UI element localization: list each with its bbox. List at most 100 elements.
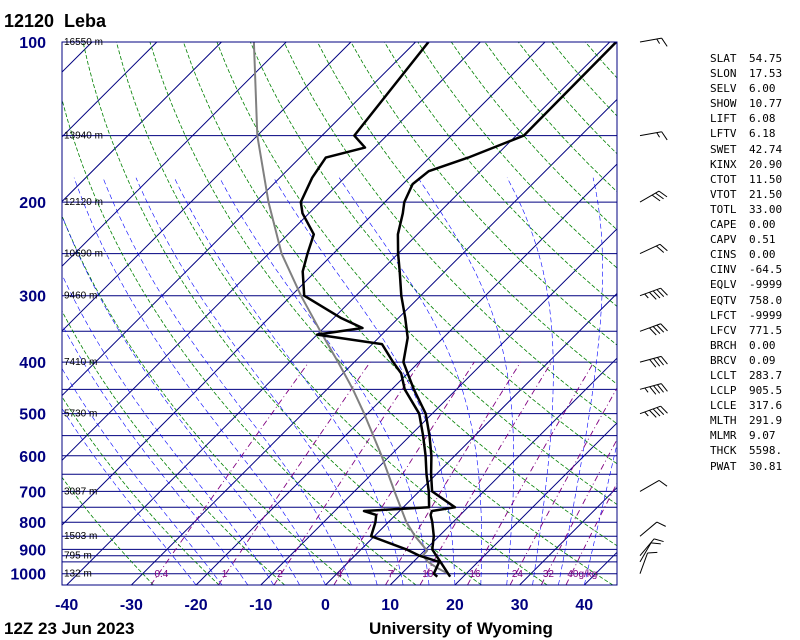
index-key: CINS [710, 248, 737, 262]
index-value: -9999 [749, 308, 783, 322]
index-row: SLON 17.53 [710, 66, 782, 81]
index-key: SLAT [710, 52, 737, 65]
index-key: SHOW [710, 97, 737, 111]
index-key: CTOT [710, 172, 737, 186]
index-key: THCK [710, 444, 737, 458]
dry-adiabat [786, 42, 800, 585]
wind-barb [639, 131, 668, 141]
wind-barb-full [660, 356, 668, 365]
wind-barb [639, 355, 668, 368]
index-value: -9999 [749, 278, 783, 292]
data-source: University of Wyoming [369, 619, 553, 638]
wind-barb [639, 287, 668, 300]
wind-barb-full [655, 245, 665, 253]
pressure-tick-label: 900 [19, 542, 46, 559]
dry-adiabat [62, 396, 220, 585]
wind-barb [639, 405, 668, 418]
wind-barb-full [655, 192, 664, 200]
wind-barb-half [656, 38, 661, 44]
index-row: LIFT 6.08 [710, 111, 782, 126]
mixing-ratio-line [565, 482, 617, 585]
mixing-ratio-line [333, 361, 475, 585]
wind-barb [639, 521, 666, 537]
index-key: LCLE [710, 399, 737, 413]
index-key: PWAT [710, 459, 737, 473]
temperature-tick-label: -30 [120, 597, 143, 614]
isotherm [66, 42, 611, 585]
isotherm [62, 42, 93, 73]
mixing-ratio-line [273, 361, 421, 585]
height-label: 1503 m [64, 531, 97, 542]
dry-adiabat [350, 42, 617, 346]
wind-barb-staff [639, 479, 660, 492]
isotherm [62, 42, 416, 397]
isotherm [325, 292, 617, 585]
wind-barb-staff [639, 243, 661, 255]
wind-barb-full [658, 190, 668, 198]
index-value: 10.77 [749, 97, 783, 111]
index-value: 21.50 [749, 187, 783, 201]
index-row: BRCH 0.00 [710, 338, 782, 353]
wind-barb-full [649, 409, 657, 418]
index-key: EQTV [710, 293, 737, 307]
observation-time: 12Z 23 Jun 2023 [4, 619, 134, 638]
wind-barb-staff [639, 538, 655, 557]
wind-barbs [639, 37, 668, 574]
index-value: 283.7 [749, 368, 783, 382]
mixing-ratio-line [385, 361, 521, 585]
height-label: 10690 m [64, 249, 103, 260]
dry-adiabat [317, 42, 617, 385]
wind-barb-full [656, 384, 664, 393]
isotherm [62, 42, 546, 526]
index-key: KINX [710, 157, 737, 171]
isotherm [0, 42, 27, 585]
wind-barb-full [656, 521, 666, 527]
wind-barb-full [653, 385, 661, 394]
wind-barb-half [656, 132, 661, 138]
index-row: SHOW 10.77 [710, 96, 782, 111]
index-value: 6.18 [749, 127, 776, 141]
moist-adiabat [62, 273, 274, 585]
index-row: EQTV 758.0 [710, 293, 782, 308]
wind-barb-full [660, 405, 668, 414]
background-grid [0, 42, 800, 585]
pressure-tick-label: 500 [19, 407, 46, 424]
index-value: 11.50 [749, 172, 783, 186]
height-label: 9460 m [64, 291, 97, 302]
isotherm [62, 42, 287, 267]
temperature-tick-label: -40 [55, 597, 78, 614]
stability-indices: SLAT 54.75 SLON 17.53 SELV 6.00 SHOW 10.77 LIFT 6… [710, 51, 782, 474]
wind-barb-full [649, 386, 657, 395]
mixing-ratio-label: 24 [512, 569, 524, 580]
wind-barb-full [656, 324, 665, 333]
index-key: SLON [710, 67, 737, 81]
moist-adiabat [62, 214, 300, 585]
isotherm [389, 357, 617, 585]
temperature-tick-label: 20 [446, 597, 464, 614]
plot-frame [61, 41, 618, 586]
mixing-ratio-label: 0.4 [154, 569, 168, 580]
index-key: LCLP [710, 384, 737, 398]
wind-barb-full [647, 551, 658, 554]
dry-adiabat [62, 97, 417, 585]
moist-adiabat [174, 177, 404, 585]
wind-barb-full [653, 358, 661, 367]
wind-barb-full [649, 359, 657, 368]
height-label: 795 m [64, 551, 92, 562]
moist-adiabat [506, 177, 554, 585]
index-row: LFCT -9999 [710, 308, 782, 323]
moist-adiabat [558, 177, 603, 585]
wind-barb-full [652, 326, 661, 334]
index-value: 6.08 [749, 112, 776, 126]
wind-barb-full [652, 408, 661, 417]
wind-barb-half [644, 293, 649, 299]
isotherm [62, 42, 222, 203]
index-key: VTOT [710, 187, 737, 201]
dewpoint-profile [299, 42, 441, 578]
moist-adiabat [73, 177, 326, 585]
index-key: TOTL [710, 202, 737, 216]
wind-barb-staff [639, 405, 661, 415]
index-key: BRCV [710, 353, 737, 367]
index-key: MLTH [710, 414, 737, 428]
dry-adiabat [62, 214, 351, 585]
